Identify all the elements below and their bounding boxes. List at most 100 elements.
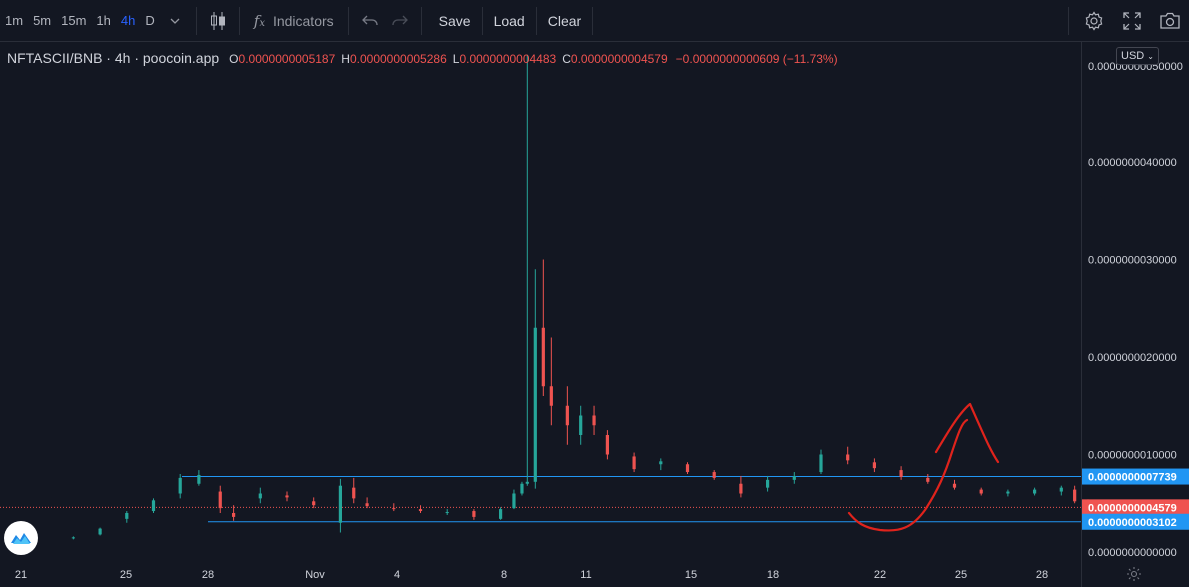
currency-chevron-icon: ⌄ [1147,52,1154,61]
toolbar-divider [238,6,240,35]
x-tick-label: 11 [580,569,591,581]
close-key: C [562,52,571,66]
save-button[interactable]: Save [438,12,471,29]
candle-body [472,511,476,517]
hline-price-badge: 0.0000000003102 [1088,517,1177,529]
indicators-label: Indicators [272,12,334,29]
hline-price-badge-bg [1082,468,1189,485]
candle-body [592,415,596,426]
high-key: H [341,52,350,66]
toolbar-divider [592,6,594,35]
scale-settings-gear-icon[interactable] [1126,566,1142,587]
low-key: L [452,52,460,66]
candle-body [846,454,850,461]
candlestick-icon[interactable] [203,0,233,42]
candle-body [659,461,663,465]
candle-body [549,386,553,406]
candle-body [926,477,930,482]
interval-4h[interactable]: 4h [120,12,136,28]
x-tick-label: 21 [15,569,27,581]
candle-body [197,474,201,484]
chart-toolbar: 1m 5m 15m 1h 4h D fx Indicators Save Load Cle… [0,0,1189,42]
candle-body [766,479,770,488]
candle-body [232,513,236,517]
candle-body [541,327,545,387]
candle-body [352,487,356,499]
toolbar-divider [535,6,537,35]
candle-body [1059,487,1063,492]
symbol-title: NFTASCII/BNB · 4h · poocoin.app [7,50,220,66]
candle-body [338,485,342,523]
candle-body [218,491,222,509]
x-tick-label: 18 [767,569,779,581]
candle-body [499,509,503,519]
candle-body [565,405,569,426]
toolbar-divider [420,6,422,35]
candle-body [365,503,369,507]
interval-group: 1m 5m 15m 1h 4h D [0,0,160,42]
red-projection-arrow-drawing[interactable] [847,402,1000,532]
fx-icon: fx [253,11,265,30]
close-value: 0.0000000004579 [570,52,668,66]
interval-1h[interactable]: 1h [96,12,111,28]
fullscreen-icon[interactable] [1113,0,1151,42]
interval-15m[interactable]: 15m [61,12,87,28]
candle-body [258,493,262,499]
current-price-badge-bg [1082,499,1189,516]
current-price-badge: 0.0000000004579 [1088,502,1177,514]
poocoin-logo [4,521,38,555]
interval-5m[interactable]: 5m [33,12,52,28]
candle-body [533,327,537,482]
price-scale-divider [1081,42,1082,587]
candle-body [792,475,796,480]
candle-body [579,415,583,435]
x-tick-label: 8 [501,569,507,581]
candle-body [392,508,396,510]
candle-body [739,483,743,494]
y-tick-label: 0.0000000030000 [1088,255,1177,267]
y-tick-label-top: 0.00000000050000 [1088,61,1183,73]
currency-selector[interactable]: USD ⌄ [1116,47,1159,65]
hline-price-badge-bg [1082,513,1189,530]
candle-body [178,477,182,494]
price-chart[interactable]: 0.0000000040000 0.0000000030000 0.00000000… [0,42,1189,587]
candle-body [125,513,129,519]
high-value: 0.0000000005286 [349,52,447,66]
toolbar-divider [347,6,349,35]
candle-body [605,435,609,455]
change-value: −0.0000000000609 (−11.73%) [675,52,838,66]
candle-body [71,537,75,539]
redo-icon[interactable] [385,0,415,42]
candle-body [512,493,516,509]
toolbar-divider [195,6,197,35]
toolbar-divider [1068,7,1069,35]
candle-body [445,512,449,514]
candle-body [952,483,957,488]
interval-1m[interactable]: 1m [5,12,24,28]
candle-body [1006,491,1010,494]
clear-button[interactable]: Clear [547,12,582,29]
candle-body [712,472,716,478]
candle-body [1033,489,1037,494]
low-value: 0.0000000004483 [459,52,557,66]
x-tick-label: Nov [305,569,325,581]
interval-D[interactable]: D [145,12,155,28]
load-button[interactable]: Load [493,12,525,29]
settings-gear-icon[interactable] [1075,0,1113,42]
symbol-legend: NFTASCII/BNB · 4h · poocoin.app O 0.00000… [7,50,838,66]
indicators-button[interactable]: fx Indicators [246,0,342,42]
toolbar-right [1062,0,1189,42]
camera-icon[interactable] [1151,0,1189,42]
x-tick-label: 28 [202,569,214,581]
toolbar-divider [481,6,483,35]
x-tick-label: 22 [874,569,886,581]
x-tick-label: 15 [685,569,697,581]
undo-icon[interactable] [355,0,385,42]
candle-body [685,464,690,473]
candle-body [632,456,636,470]
chevron-down-icon[interactable] [160,0,190,42]
candle-body [285,495,289,498]
x-tick-label: 28 [1036,569,1048,581]
x-tick-label: 25 [120,569,132,581]
currency-label: USD [1121,50,1145,62]
